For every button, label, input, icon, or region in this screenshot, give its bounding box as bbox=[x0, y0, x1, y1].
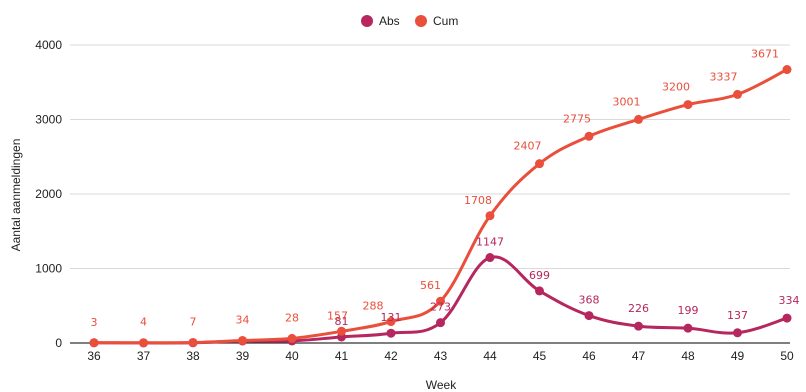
x-axis-ticks: 36 37 38 39 40 41 42 43 44 45 46 47 48 49 50 bbox=[87, 349, 794, 363]
data-label-cum: 2407 bbox=[514, 140, 542, 153]
data-label-cum: 4 bbox=[140, 316, 147, 329]
data-label-abs: 226 bbox=[628, 302, 649, 315]
data-point-cum bbox=[634, 114, 643, 124]
data-point-abs bbox=[584, 311, 594, 321]
data-point-cum bbox=[386, 317, 396, 327]
data-label-cum: 2775 bbox=[563, 112, 591, 125]
data-point-abs bbox=[683, 323, 693, 333]
series-line-cum bbox=[92, 68, 789, 345]
data-label-cum: 3671 bbox=[751, 48, 779, 61]
legend: Abs Cum bbox=[361, 14, 458, 28]
data-label-abs: 81 bbox=[335, 315, 349, 328]
data-label-abs: 273 bbox=[430, 301, 451, 314]
data-point-cum bbox=[733, 89, 742, 99]
data-point-abs bbox=[436, 318, 445, 328]
x-tick-label: 44 bbox=[483, 349, 497, 363]
data-label-abs: 334 bbox=[779, 294, 800, 307]
x-axis-title: Week bbox=[426, 378, 457, 392]
data-label-abs: 199 bbox=[678, 304, 699, 317]
data-point-cum bbox=[337, 326, 346, 336]
data-label-cum: 561 bbox=[420, 279, 441, 292]
data-point-cum bbox=[188, 337, 198, 347]
legend-marker-cum bbox=[415, 15, 427, 27]
data-point-cum bbox=[89, 338, 99, 348]
data-point-cum bbox=[238, 335, 247, 345]
data-label-abs: 699 bbox=[529, 269, 550, 282]
x-tick-label: 39 bbox=[236, 349, 250, 363]
data-point-cum bbox=[485, 211, 495, 221]
data-label-cum: 3200 bbox=[662, 81, 690, 94]
data-point-abs bbox=[485, 253, 495, 263]
x-tick-label: 43 bbox=[434, 349, 448, 363]
series-lines bbox=[89, 65, 792, 348]
y-axis-title: Aantal aanmeldingen bbox=[9, 139, 23, 252]
x-tick-label: 47 bbox=[632, 349, 646, 363]
data-label-cum: 288 bbox=[363, 300, 384, 313]
y-tick-label: 3000 bbox=[35, 113, 62, 127]
data-point-abs bbox=[782, 313, 792, 323]
data-label-cum: 28 bbox=[285, 311, 299, 324]
data-point-abs bbox=[386, 328, 396, 338]
data-label-cum: 1708 bbox=[464, 194, 492, 207]
data-point-cum bbox=[436, 296, 445, 306]
y-axis-ticks: 0 1000 2000 3000 4000 bbox=[35, 38, 62, 350]
x-tick-label: 41 bbox=[335, 349, 349, 363]
data-point-cum bbox=[287, 333, 297, 343]
x-tick-label: 42 bbox=[384, 349, 398, 363]
x-tick-label: 40 bbox=[285, 349, 299, 363]
data-label-cum: 3 bbox=[91, 316, 98, 329]
gridlines bbox=[70, 44, 790, 344]
data-point-cum bbox=[683, 100, 693, 110]
data-point-cum bbox=[584, 131, 594, 141]
x-tick-label: 36 bbox=[87, 349, 101, 363]
y-tick-label: 4000 bbox=[35, 38, 62, 52]
y-tick-label: 0 bbox=[55, 336, 62, 350]
x-tick-label: 50 bbox=[780, 349, 794, 363]
data-label-cum: 34 bbox=[236, 313, 250, 326]
data-label-abs: 368 bbox=[579, 294, 600, 307]
data-point-abs bbox=[535, 286, 544, 296]
data-label-abs: 1147 bbox=[476, 236, 504, 249]
legend-label-cum: Cum bbox=[433, 14, 458, 28]
data-point-abs bbox=[733, 328, 742, 338]
legend-marker-abs bbox=[361, 15, 373, 27]
data-point-cum bbox=[782, 65, 792, 75]
x-tick-label: 46 bbox=[582, 349, 596, 363]
x-tick-label: 49 bbox=[731, 349, 745, 363]
legend-label-abs: Abs bbox=[379, 14, 400, 28]
y-tick-label: 1000 bbox=[35, 262, 62, 276]
x-tick-label: 38 bbox=[186, 349, 200, 363]
data-point-cum bbox=[139, 338, 148, 348]
data-label-cum: 3001 bbox=[613, 95, 641, 108]
data-point-abs bbox=[634, 321, 643, 331]
x-tick-label: 37 bbox=[137, 349, 151, 363]
x-tick-label: 45 bbox=[533, 349, 547, 363]
data-label-cum: 7 bbox=[190, 315, 197, 328]
data-label-abs: 137 bbox=[727, 309, 748, 322]
data-label-abs: 131 bbox=[381, 311, 402, 324]
x-tick-label: 48 bbox=[681, 349, 695, 363]
y-tick-label: 2000 bbox=[35, 187, 62, 201]
data-label-cum: 157 bbox=[327, 309, 348, 322]
data-label-cum: 3337 bbox=[710, 70, 738, 83]
data-point-cum bbox=[535, 159, 544, 169]
